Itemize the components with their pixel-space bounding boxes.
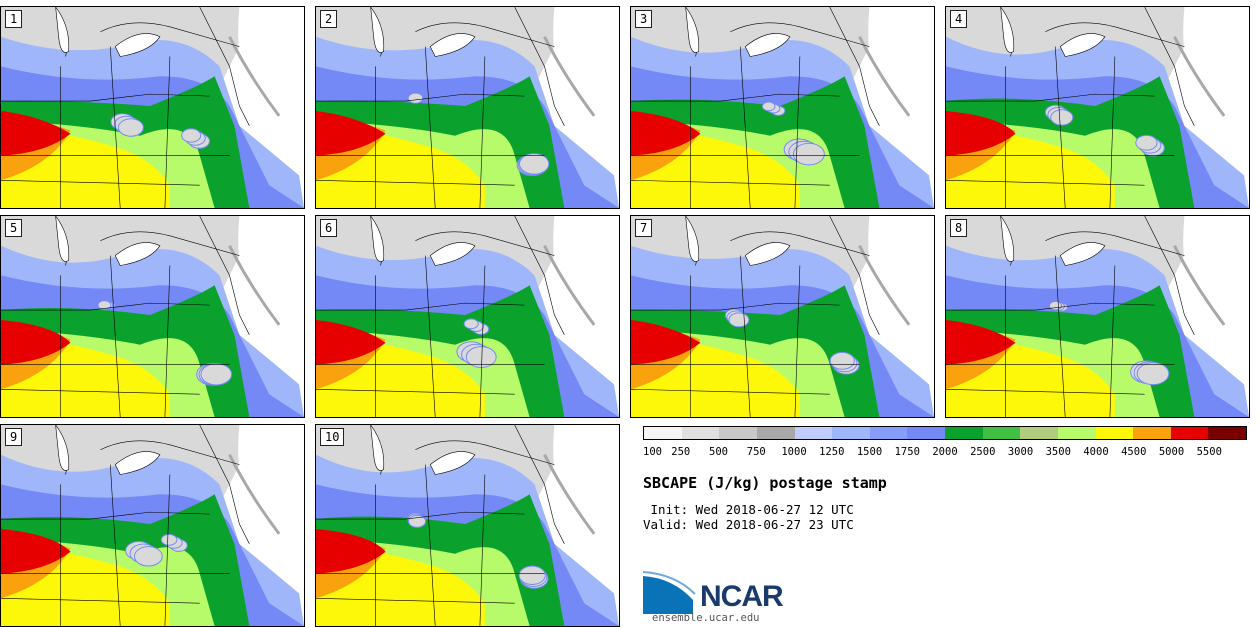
colorbar-tick-label: 1250 (819, 446, 845, 458)
cape-colorbar (643, 426, 1247, 440)
valid-time: Valid: Wed 2018-06-27 23 UTC (643, 517, 854, 532)
colorbar-tick-label: 4000 (1083, 446, 1109, 458)
member-stamp-1: 1 (0, 6, 305, 209)
member-stamp-4: 4 (945, 6, 1250, 209)
member-stamp-2: 2 (315, 6, 620, 209)
member-stamp-10: 10 (315, 424, 620, 627)
colorbar-swatch (1057, 427, 1096, 439)
ncar-wordmark: NCAR (700, 580, 784, 613)
colorbar-tick-label: 250 (671, 446, 691, 458)
colorbar-tick-label: 3000 (1007, 446, 1034, 458)
colorbar-swatch (794, 427, 833, 439)
ncar-logo-icon (643, 571, 696, 614)
colorbar-swatch (1020, 427, 1058, 439)
colorbar-swatch (644, 427, 682, 439)
colorbar-swatch (681, 427, 720, 439)
colorbar-tick-label: 5000 (1158, 446, 1185, 458)
colorbar-tick-label: 750 (746, 446, 766, 458)
colorbar-tick-label: 4500 (1121, 446, 1147, 458)
colorbar-swatch (907, 427, 945, 439)
member-stamp-5: 5 (0, 215, 305, 418)
colorbar-tick-label: 2000 (932, 446, 958, 458)
member-number-label: 10 (320, 428, 345, 446)
member-number-label: 6 (320, 219, 338, 237)
member-stamp-3: 3 (630, 6, 935, 209)
member-number-label: 7 (635, 219, 653, 237)
colorbar-tick-label: 500 (709, 446, 728, 458)
member-stamp-9: 9 (0, 424, 305, 627)
member-number-label: 1 (5, 10, 23, 28)
member-number-label: 2 (320, 10, 338, 28)
colorbar-swatch (756, 427, 795, 439)
colorbar-tick-label: 1500 (856, 446, 883, 458)
colorbar-tick-label: 1750 (894, 446, 920, 458)
member-number-label: 4 (950, 10, 968, 28)
member-number-label: 5 (5, 219, 23, 237)
ensemble-url[interactable]: ensemble.ucar.edu (652, 612, 760, 624)
colorbar-swatch (1095, 427, 1134, 439)
colorbar-tick-label: 1000 (781, 446, 807, 458)
colorbar-swatch (1170, 427, 1209, 439)
member-number-label: 9 (5, 428, 23, 446)
colorbar-swatch (832, 427, 870, 439)
member-number-label: 3 (635, 10, 653, 28)
member-stamp-7: 7 (630, 215, 935, 418)
member-number-label: 8 (950, 219, 968, 237)
colorbar-swatch (945, 427, 983, 439)
colorbar-tick-label: 3500 (1045, 446, 1071, 458)
figure-title: SBCAPE (J/kg) postage stamp (643, 474, 887, 492)
colorbar-tick-label: 2500 (970, 446, 996, 458)
colorbar-swatch (719, 427, 757, 439)
member-stamp-8: 8 (945, 215, 1250, 418)
colorbar-swatch (1208, 427, 1246, 439)
colorbar-swatch (1133, 427, 1171, 439)
colorbar-tick-label: 5500 (1196, 446, 1222, 458)
init-time: Init: Wed 2018-06-27 12 UTC (643, 502, 854, 517)
member-stamp-6: 6 (315, 215, 620, 418)
colorbar-swatch (982, 427, 1021, 439)
colorbar-tick-labels: 100 250 500 750 1000 1250 1500 1750 2000 2500 3000… (643, 446, 1247, 460)
colorbar-tick-label: 100 (643, 446, 662, 458)
colorbar-swatch (869, 427, 908, 439)
